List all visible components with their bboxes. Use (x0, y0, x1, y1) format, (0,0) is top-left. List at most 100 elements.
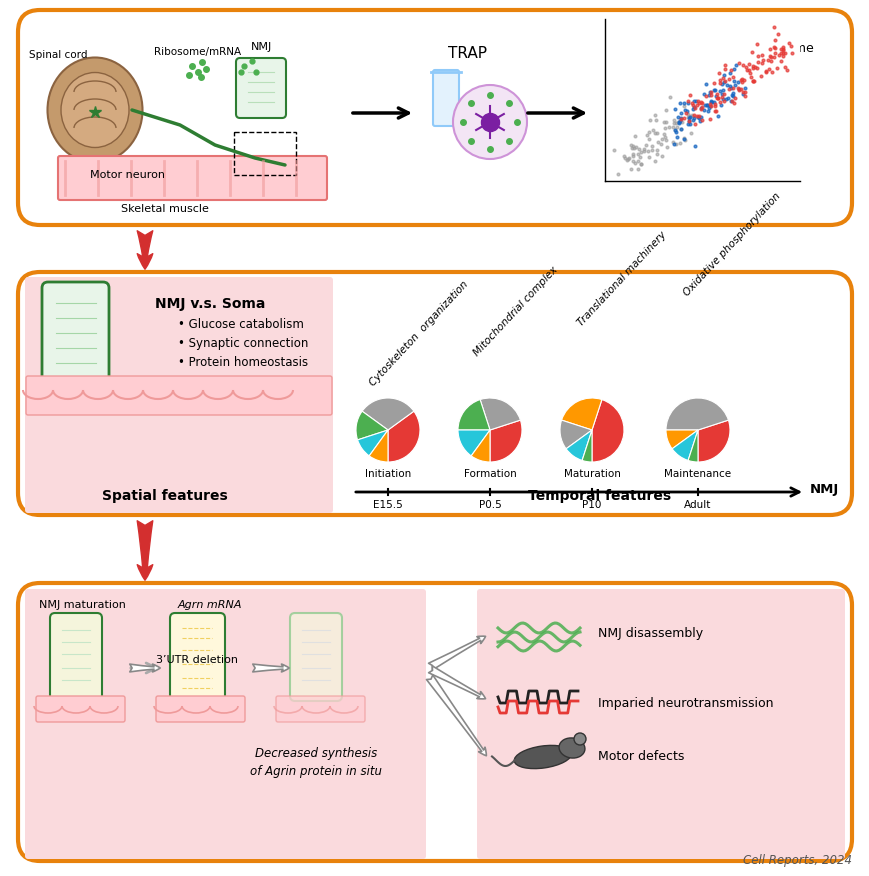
Wedge shape (457, 430, 489, 456)
Point (641, 132, 655, 146)
Point (746, 74, 760, 88)
FancyBboxPatch shape (36, 696, 125, 722)
Point (685, 109, 699, 123)
FancyBboxPatch shape (169, 613, 225, 705)
Point (676, 98, 690, 112)
Point (717, 62, 731, 76)
Text: Spatial features: Spatial features (102, 489, 228, 503)
Point (654, 149, 668, 163)
Point (691, 110, 705, 124)
Point (691, 95, 705, 110)
Point (692, 114, 706, 128)
Wedge shape (368, 430, 388, 462)
Text: NMJ: NMJ (251, 42, 272, 52)
Point (708, 88, 722, 102)
Point (647, 126, 661, 140)
FancyBboxPatch shape (50, 613, 102, 701)
Text: Formation: Formation (463, 469, 516, 479)
Point (680, 107, 694, 121)
Circle shape (453, 85, 527, 159)
Wedge shape (591, 399, 623, 462)
Wedge shape (471, 430, 489, 462)
Wedge shape (697, 420, 729, 462)
FancyBboxPatch shape (433, 70, 459, 126)
Point (716, 74, 730, 88)
Text: P10: P10 (581, 500, 601, 510)
Point (636, 142, 650, 156)
FancyBboxPatch shape (25, 277, 333, 513)
Wedge shape (561, 398, 601, 430)
Bar (234, 132, 295, 175)
Point (676, 95, 690, 110)
Point (692, 109, 706, 123)
Text: NMJ: NMJ (809, 484, 839, 497)
Point (707, 99, 721, 113)
Point (634, 157, 647, 171)
Point (627, 129, 641, 143)
Point (766, 46, 780, 60)
Point (709, 88, 723, 102)
Point (669, 120, 683, 134)
Text: Cytoskeleton  organization: Cytoskeleton organization (368, 279, 470, 388)
Point (712, 95, 726, 109)
Point (640, 145, 654, 159)
Point (707, 82, 721, 96)
Point (694, 95, 708, 110)
Point (690, 95, 704, 109)
Point (656, 127, 670, 141)
Point (681, 110, 695, 124)
Point (773, 46, 787, 60)
Point (770, 26, 784, 40)
Point (745, 74, 759, 88)
Wedge shape (560, 420, 591, 449)
Point (623, 162, 637, 176)
FancyBboxPatch shape (476, 589, 844, 859)
Point (741, 63, 755, 77)
Point (733, 81, 747, 95)
Point (702, 96, 716, 110)
Point (693, 95, 707, 109)
Point (693, 101, 707, 115)
Wedge shape (489, 420, 521, 462)
Point (627, 141, 640, 155)
Point (641, 150, 655, 164)
Point (732, 82, 746, 96)
Wedge shape (388, 411, 420, 462)
Point (749, 61, 763, 75)
Point (702, 99, 716, 113)
FancyBboxPatch shape (25, 589, 426, 859)
Point (703, 85, 717, 99)
Text: NMJ disassembly: NMJ disassembly (597, 626, 702, 639)
Point (647, 154, 660, 168)
Point (703, 88, 717, 102)
FancyBboxPatch shape (18, 272, 851, 515)
Point (626, 147, 640, 161)
Point (706, 75, 720, 89)
Point (762, 42, 776, 56)
Point (755, 53, 769, 67)
Text: Spinal cord: Spinal cord (29, 50, 87, 60)
Point (662, 90, 676, 104)
Point (672, 114, 686, 128)
Point (649, 144, 663, 158)
Point (644, 139, 658, 153)
Point (735, 58, 749, 72)
Point (775, 46, 789, 60)
Point (701, 88, 715, 102)
Text: NMJ maturation: NMJ maturation (38, 600, 125, 610)
Point (754, 55, 768, 69)
Point (758, 65, 772, 79)
Point (630, 147, 644, 161)
Point (766, 19, 780, 33)
Point (677, 111, 691, 125)
Point (682, 88, 696, 102)
FancyBboxPatch shape (26, 376, 332, 415)
Point (625, 139, 639, 153)
Point (687, 102, 701, 116)
Point (728, 58, 742, 72)
Point (665, 135, 679, 149)
Point (714, 90, 728, 104)
Point (634, 145, 647, 159)
Point (685, 98, 699, 112)
Point (680, 110, 693, 124)
